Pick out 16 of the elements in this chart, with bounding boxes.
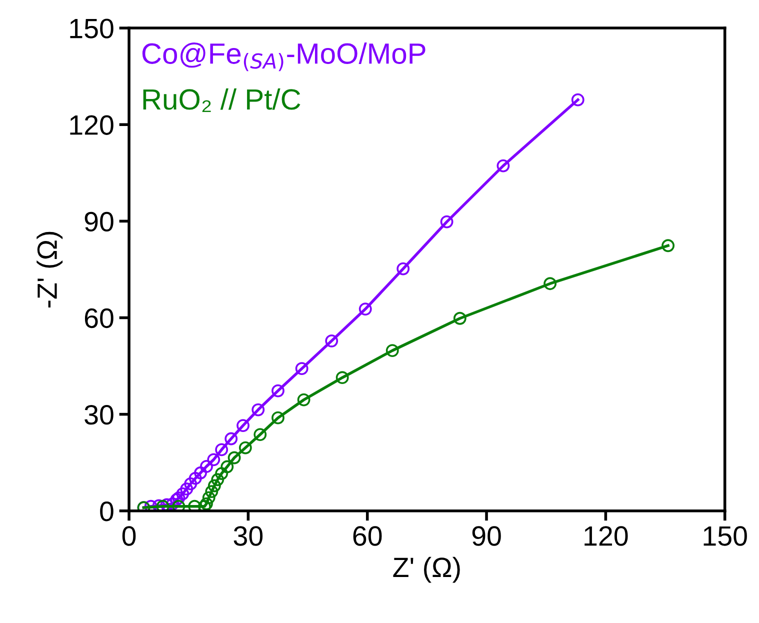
- y-tick-label: 90: [84, 212, 114, 232]
- y-axis-title: -Z' (Ω): [36, 232, 63, 308]
- text: Co@Fe$_{(SA)}$-MoO/MoP: [142, 42, 426, 72]
- y-tick-label: 30: [84, 404, 114, 425]
- x-tick-label: 0: [122, 526, 136, 546]
- x-tick-label: 120: [584, 526, 628, 546]
- x-tick-label: 60: [353, 526, 382, 546]
- x-tick-label: 30: [234, 526, 263, 546]
- text: RuO₂ // Pt/C: [143, 88, 300, 112]
- y-tick-label: 120: [70, 115, 114, 135]
- y-tick-label: 150: [70, 18, 114, 38]
- y-tick-label: 0: [100, 502, 114, 522]
- x-tick-label: 90: [472, 526, 501, 546]
- y-tick-label: 60: [84, 308, 114, 328]
- x-tick-label: 150: [704, 526, 747, 546]
- x-axis-title: Z' (Ω): [393, 556, 460, 583]
